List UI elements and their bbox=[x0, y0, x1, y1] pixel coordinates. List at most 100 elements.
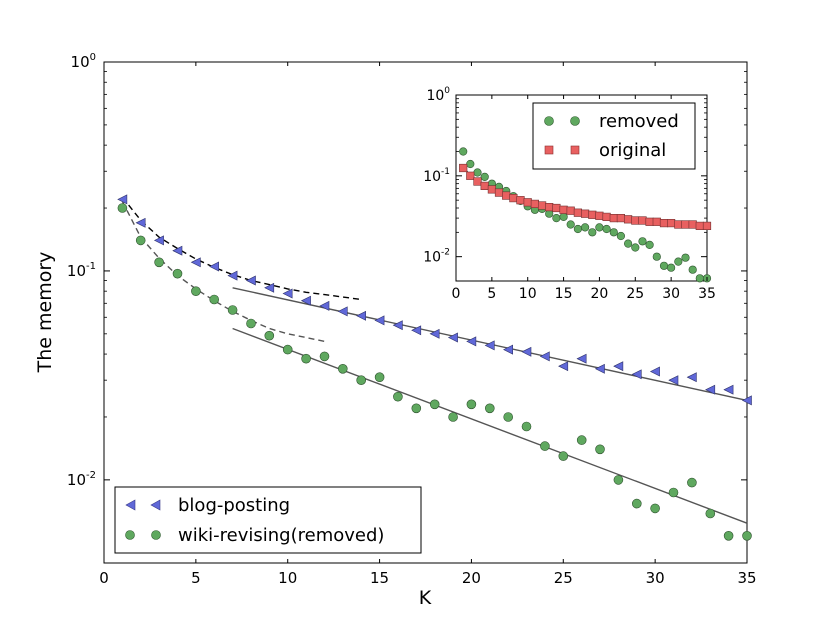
main-point-blog-posting bbox=[576, 353, 587, 364]
inset-point-removed bbox=[480, 172, 489, 181]
main-x-tick-label: 20 bbox=[462, 569, 481, 587]
main-point-blog-posting bbox=[686, 372, 697, 383]
main-point-wiki-revising-removed bbox=[117, 203, 128, 213]
inset-point-original bbox=[695, 221, 704, 231]
inset-point-original bbox=[480, 181, 489, 191]
main-legend: blog-posting wiki-revising(removed) bbox=[114, 486, 422, 554]
main-point-wiki-revising-removed bbox=[282, 344, 293, 355]
main-point-blog-posting bbox=[668, 375, 679, 386]
inset-point-original bbox=[530, 199, 539, 209]
inset-point-original bbox=[638, 216, 647, 225]
main-point-wiki-revising-removed bbox=[723, 530, 734, 541]
main-point-blog-posting bbox=[264, 282, 275, 293]
main-point-blog-posting bbox=[392, 320, 403, 331]
main-point-wiki-revising-removed bbox=[484, 403, 495, 414]
main-point-wiki-revising-removed bbox=[337, 363, 348, 374]
main-fit-line-4 bbox=[232, 327, 748, 524]
inset-point-removed bbox=[573, 224, 583, 234]
inset-x-ticks: 0 5 10 15 20 25 30 35 bbox=[452, 95, 716, 302]
main-point-blog-posting bbox=[172, 245, 183, 256]
inset-point-removed bbox=[645, 240, 654, 249]
main-point-blog-posting bbox=[594, 363, 605, 374]
inset-point-removed bbox=[616, 231, 626, 241]
main-x-tick-label: 0 bbox=[99, 569, 109, 587]
main-point-wiki-revising-removed bbox=[558, 451, 569, 461]
main-point-blog-posting bbox=[447, 332, 458, 343]
main-point-blog-posting bbox=[300, 295, 311, 306]
inset-y-tick-label: 10-2 bbox=[423, 248, 450, 266]
inset-point-removed bbox=[566, 220, 575, 229]
main-legend-box bbox=[114, 486, 422, 554]
main-point-wiki-revising-removed bbox=[705, 508, 716, 519]
main-x-tick-label: 35 bbox=[737, 569, 756, 587]
inset-point-removed bbox=[580, 223, 590, 232]
inset-point-removed bbox=[466, 159, 475, 169]
main-point-blog-posting bbox=[484, 340, 495, 351]
main-point-wiki-revising-removed bbox=[374, 372, 385, 383]
legend-label-blog-posting: blog-posting bbox=[178, 495, 290, 516]
legend-marker-blog-posting-1 bbox=[125, 499, 136, 511]
legend-marker-wiki-1 bbox=[125, 530, 135, 540]
main-point-blog-posting bbox=[209, 261, 219, 272]
legend-marker-wiki-2 bbox=[151, 530, 161, 540]
main-x-tick-label: 5 bbox=[191, 569, 201, 587]
main-point-blog-posting bbox=[539, 351, 550, 362]
main-point-blog-posting bbox=[649, 366, 660, 377]
main-point-wiki-revising-removed bbox=[264, 330, 275, 341]
main-point-wiki-revising-removed bbox=[154, 257, 164, 268]
main-point-wiki-revising-removed bbox=[191, 286, 201, 297]
inset-point-original bbox=[473, 177, 482, 186]
inset-point-original bbox=[616, 214, 625, 223]
main-point-blog-posting bbox=[741, 395, 752, 406]
inset-point-removed bbox=[666, 263, 676, 272]
main-point-blog-posting bbox=[245, 275, 256, 286]
main-point-wiki-revising-removed bbox=[595, 444, 605, 455]
inset-point-original bbox=[631, 216, 640, 225]
inset-x-tick-label: 35 bbox=[698, 286, 716, 302]
legend-marker-original-2 bbox=[570, 145, 580, 155]
inset-x-tick-label: 0 bbox=[452, 286, 461, 302]
legend-marker-removed-1 bbox=[544, 116, 554, 126]
inset-x-tick-label: 15 bbox=[555, 286, 573, 302]
main-point-blog-posting bbox=[503, 344, 514, 355]
inset-point-removed bbox=[681, 253, 690, 262]
main-point-blog-posting bbox=[282, 288, 293, 299]
main-point-wiki-revising-removed bbox=[448, 412, 458, 422]
main-point-wiki-revising-removed bbox=[613, 475, 624, 485]
inset-point-removed bbox=[688, 265, 697, 274]
main-point-wiki-revising-removed bbox=[540, 441, 550, 451]
main-point-blog-posting bbox=[356, 310, 367, 321]
main-point-wiki-revising-removed bbox=[209, 294, 219, 305]
inset-point-original bbox=[509, 194, 518, 203]
main-point-wiki-revising-removed bbox=[135, 235, 146, 246]
inset-point-original bbox=[659, 219, 669, 228]
inset-point-removed bbox=[609, 228, 618, 237]
inset-y-ticks: 100 10-1 10-2 bbox=[423, 86, 707, 266]
main-point-blog-posting bbox=[631, 369, 642, 380]
inset-point-removed bbox=[552, 214, 561, 223]
inset-point-removed bbox=[588, 228, 597, 237]
inset-point-original bbox=[666, 219, 676, 228]
inset-point-original bbox=[494, 188, 504, 197]
inset-point-removed bbox=[695, 274, 704, 283]
main-point-wiki-revising-removed bbox=[521, 421, 532, 432]
main-point-blog-posting bbox=[374, 315, 385, 326]
inset-point-original bbox=[459, 163, 468, 173]
inset-point-original bbox=[645, 217, 654, 226]
main-point-wiki-revising-removed bbox=[393, 391, 403, 402]
inset-point-original bbox=[580, 209, 590, 218]
inset-legend: removed original bbox=[532, 102, 696, 170]
main-point-blog-posting bbox=[135, 217, 146, 228]
inset-point-original bbox=[702, 221, 712, 231]
main-x-ticks: 0 5 10 15 20 25 30 35 bbox=[99, 62, 757, 587]
inset-point-original bbox=[681, 220, 690, 229]
inset-x-tick-label: 25 bbox=[626, 286, 644, 302]
inset-point-removed bbox=[595, 223, 604, 232]
inset-point-original bbox=[566, 206, 575, 215]
x-axis-label: K bbox=[419, 587, 432, 609]
main-point-blog-posting bbox=[411, 325, 422, 336]
inset-point-original bbox=[466, 171, 475, 180]
y-axis-label: The memory bbox=[34, 252, 56, 374]
